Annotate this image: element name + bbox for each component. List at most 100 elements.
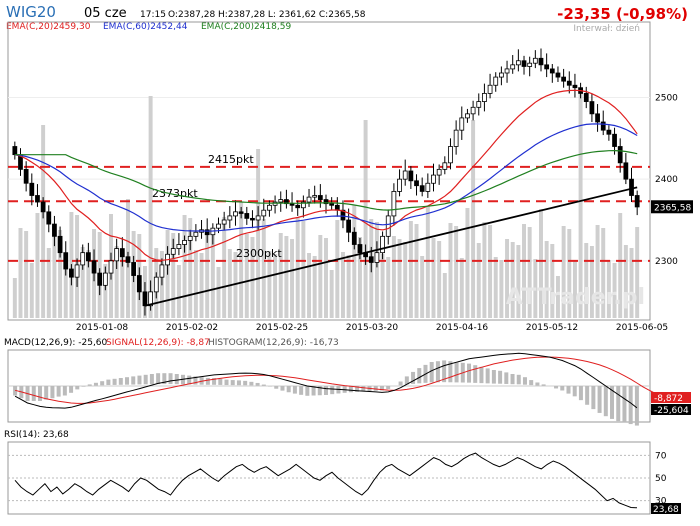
volume-bar xyxy=(318,235,323,318)
macd-histogram-bar xyxy=(628,386,633,425)
price-tick-label: 2300 xyxy=(655,257,678,267)
volume-bar xyxy=(80,247,85,318)
macd-histogram-bar xyxy=(578,386,583,401)
volume-bar xyxy=(335,220,340,318)
candle-body xyxy=(538,57,544,66)
volume-bar xyxy=(52,227,57,318)
volume-bar xyxy=(114,246,119,318)
volume-bar xyxy=(222,217,227,318)
macd-histogram-bar xyxy=(93,382,98,386)
volume-bar xyxy=(103,264,108,318)
price-panel-frame xyxy=(7,21,651,321)
rsi-plot: 30 50 70 23,68 xyxy=(8,451,681,515)
volume-bar xyxy=(29,263,34,318)
macd-histogram-bar xyxy=(174,374,179,385)
candle-body xyxy=(368,256,374,263)
macd-histogram-bar xyxy=(591,386,596,410)
rsi-title: RSI(14): 23,68 xyxy=(4,430,69,440)
macd-histogram-bar xyxy=(435,361,440,383)
volume-bar xyxy=(555,276,560,318)
price-grid xyxy=(8,97,650,262)
ema200-legend: EMA(C,200)2418,59 xyxy=(201,22,291,32)
macd-value: -25,604 xyxy=(654,406,689,416)
candle-body xyxy=(617,146,623,164)
macd-histogram-bar xyxy=(504,372,509,384)
candle-body xyxy=(583,93,589,102)
candle-body xyxy=(493,76,499,86)
candle-body xyxy=(148,291,153,307)
candle-body xyxy=(187,235,193,241)
volume-bar xyxy=(527,227,532,318)
macd-histogram-bar xyxy=(69,386,74,393)
candle-body xyxy=(102,272,108,286)
candle-body xyxy=(442,162,448,170)
candle-body xyxy=(402,170,408,180)
candle-body xyxy=(289,203,295,206)
candle-body xyxy=(499,72,504,78)
volume-bar xyxy=(324,238,328,318)
macd-histogram-bar xyxy=(529,380,534,386)
macd-histogram-bar xyxy=(473,365,478,383)
candle-body xyxy=(108,260,114,274)
volume-bar xyxy=(301,221,306,318)
candle-body xyxy=(233,211,238,217)
volume-bar xyxy=(595,225,600,318)
candle-body xyxy=(159,264,165,278)
volume-bar xyxy=(476,243,481,318)
candle-body xyxy=(74,264,80,278)
macd-histogram-bar xyxy=(324,386,328,395)
volume-bar xyxy=(459,258,464,318)
volume-bar xyxy=(363,120,368,318)
candle-body xyxy=(91,260,97,274)
macd-histogram-bar xyxy=(386,386,391,389)
volume-bar xyxy=(561,226,566,318)
volume-bar xyxy=(544,241,549,318)
candle-body xyxy=(385,215,391,237)
macd-histogram-bar xyxy=(379,386,384,391)
volume-bar xyxy=(307,253,312,318)
ema60-line xyxy=(14,123,638,232)
volume-bar xyxy=(18,228,23,318)
candle-body xyxy=(380,235,385,254)
ema20-line xyxy=(14,89,638,261)
macd-histogram-bar xyxy=(541,384,546,386)
volume-bar xyxy=(606,260,611,318)
date-tick-label: 2015-02-25 xyxy=(256,323,308,333)
macd-histogram-bar xyxy=(162,373,167,385)
macd-histogram-bar xyxy=(112,378,117,385)
macd-histogram-bar xyxy=(274,386,279,389)
candle-body xyxy=(216,223,221,229)
rsi-tick-label: 30 xyxy=(655,497,667,507)
macd-histogram-bar xyxy=(317,386,322,396)
macd-histogram-bar xyxy=(597,386,602,413)
macd-histogram-bar xyxy=(585,386,590,405)
volume-bar xyxy=(567,229,572,318)
volume-bar xyxy=(578,91,583,318)
volume-bar xyxy=(346,255,351,318)
macd-signal-value: -8,872 xyxy=(654,394,683,404)
volume-bar xyxy=(86,250,91,318)
macd-histogram-bar xyxy=(81,386,86,387)
candle-body xyxy=(510,64,516,70)
macd-histogram-bar xyxy=(560,386,565,391)
candle-body xyxy=(351,231,357,245)
volume-bar xyxy=(216,267,221,318)
watermark: ATTrader.pl xyxy=(506,285,645,310)
volume-bar xyxy=(340,252,345,318)
macd-histogram-bar xyxy=(255,382,260,386)
macd-histogram-bar xyxy=(348,386,353,393)
macd-histogram-bar xyxy=(292,386,297,394)
volume-bar xyxy=(493,257,498,318)
volume-bar xyxy=(391,236,396,318)
macd-histogram-bar xyxy=(485,368,490,384)
volume-bar xyxy=(380,254,385,318)
volume-bar xyxy=(35,213,40,318)
date-tick-label: 2015-03-20 xyxy=(346,323,399,333)
volume-bar xyxy=(210,235,215,318)
rsi-tick-label: 50 xyxy=(655,474,667,484)
candle-body xyxy=(29,182,35,196)
candle-body xyxy=(306,196,312,203)
candle-body xyxy=(57,235,63,254)
volume-bar xyxy=(295,218,300,318)
macd-histogram-bar xyxy=(554,386,559,389)
